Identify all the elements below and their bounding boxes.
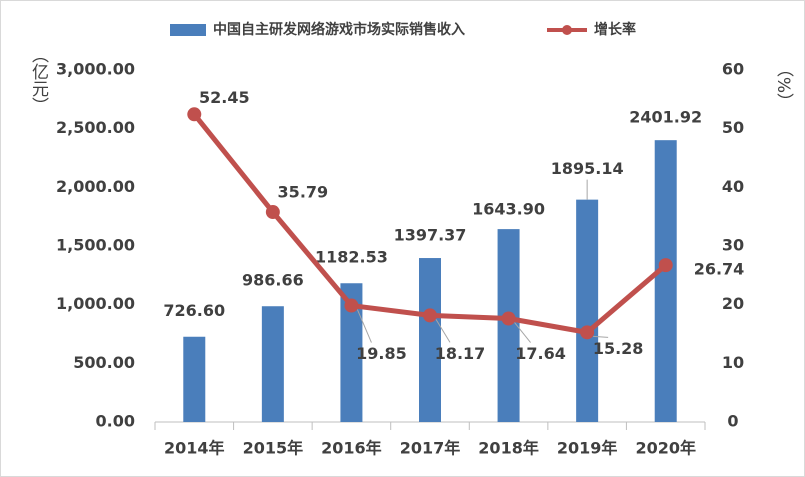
leader-line [356, 309, 372, 343]
x-tick-label: 2017年 [400, 439, 461, 458]
x-tick-label: 2015年 [243, 439, 304, 458]
x-tick-label: 2014年 [164, 439, 225, 458]
legend-label: 中国自主研发网络游戏市场实际销售收入 [213, 21, 465, 38]
line-point [187, 107, 202, 122]
leader-line [514, 322, 531, 343]
line-point [658, 258, 673, 273]
line-value-label: 35.79 [278, 183, 329, 202]
y-tick-label: 2,000.00 [56, 177, 135, 196]
y2-tick-label: 0 [727, 412, 738, 431]
line-point [265, 205, 280, 220]
legend-swatch [562, 25, 572, 35]
line-value-label: 19.85 [356, 344, 407, 363]
y2-tick-label: 30 [722, 236, 744, 255]
legend-label: 增长率 [594, 21, 636, 38]
y2-tick-label: 40 [722, 177, 744, 196]
y-axis-label: （亿元） [28, 46, 49, 114]
x-tick-label: 2019年 [557, 439, 618, 458]
x-tick-label: 2016年 [321, 439, 382, 458]
line-value-label: 26.74 [694, 260, 745, 279]
line-value-label: 15.28 [593, 339, 644, 358]
line-value-label: 18.17 [435, 344, 486, 363]
bar-value-label: 1895.14 [551, 159, 624, 178]
bar [261, 306, 284, 422]
bar [419, 258, 441, 422]
bar [183, 336, 206, 422]
y2-tick-label: 10 [722, 353, 744, 372]
bar-value-label: 1182.53 [315, 248, 388, 267]
line-value-label: 17.64 [515, 344, 566, 363]
line-point [501, 311, 516, 326]
y-tick-label: 1,500.00 [56, 236, 135, 255]
legend-swatch [170, 24, 206, 36]
x-tick-label: 2020年 [635, 439, 696, 458]
bar-value-label: 1397.37 [394, 226, 467, 245]
bar-value-label: 1643.90 [472, 200, 545, 219]
y2-tick-label: 50 [722, 118, 744, 137]
y2-tick-label: 20 [722, 294, 744, 313]
y2-axis-label: （%） [773, 60, 794, 110]
line-value-label: 52.45 [199, 88, 250, 107]
leader-line [593, 335, 609, 338]
line-point [580, 325, 595, 340]
bar-value-label: 726.60 [163, 301, 225, 320]
y-tick-label: 1,000.00 [56, 294, 135, 313]
x-tick-label: 2018年 [478, 439, 539, 458]
bar [654, 140, 677, 422]
bar [340, 283, 363, 422]
leader-line [435, 319, 451, 343]
line-point [344, 298, 359, 313]
y-tick-label: 2,500.00 [56, 118, 135, 137]
bar-value-label: 2401.92 [629, 108, 702, 127]
bar [576, 199, 599, 422]
bar [497, 229, 520, 422]
y-tick-label: 0.00 [96, 412, 135, 431]
bar-value-label: 986.66 [242, 271, 304, 290]
y-tick-label: 3,000.00 [56, 60, 135, 79]
line-point [423, 308, 437, 323]
y-tick-label: 500.00 [73, 353, 135, 372]
y2-tick-label: 60 [722, 60, 744, 79]
